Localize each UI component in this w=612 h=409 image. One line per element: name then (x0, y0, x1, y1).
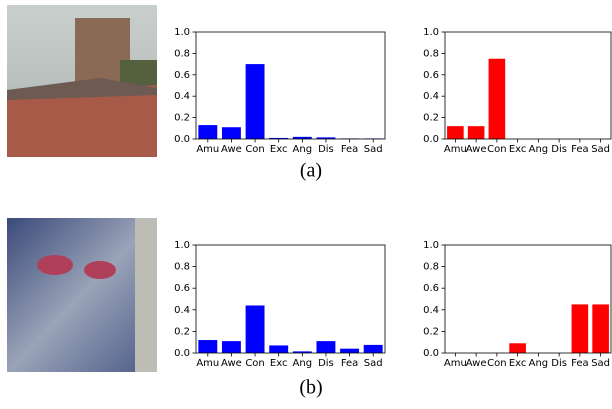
bar (571, 304, 589, 353)
y-tick-label: 0.8 (423, 262, 439, 273)
y-tick-label: 0.0 (174, 134, 190, 145)
bar (488, 58, 506, 139)
x-tick-label: Sad (364, 358, 383, 369)
y-tick-label: 0.4 (174, 91, 190, 102)
bar (316, 341, 336, 353)
x-tick-label: Dis (551, 144, 567, 155)
bar (340, 348, 360, 353)
y-tick-label: 0.0 (423, 348, 439, 359)
bar (245, 64, 265, 139)
x-tick-label: Amu (444, 358, 467, 369)
y-tick-label: 0.6 (174, 70, 190, 81)
y-tick-label: 0.0 (174, 348, 190, 359)
bar (198, 125, 218, 139)
y-tick-label: 1.0 (174, 27, 190, 38)
x-tick-label: Dis (551, 358, 567, 369)
caption: (b) (299, 377, 322, 399)
y-tick-label: 1.0 (174, 240, 190, 251)
x-tick-label: Sad (591, 144, 610, 155)
caption: (a) (300, 160, 322, 182)
photo-a (7, 5, 157, 157)
y-tick-label: 0.2 (174, 113, 190, 124)
bar (592, 304, 609, 353)
x-tick-label: Awe (466, 358, 487, 369)
x-tick-label: Awe (221, 144, 242, 155)
bar (269, 345, 289, 353)
bar (509, 343, 526, 353)
y-tick-label: 0.6 (174, 283, 190, 294)
bar (467, 126, 485, 139)
x-tick-label: Amu (196, 144, 219, 155)
x-tick-label: Ang (293, 144, 313, 155)
y-tick-label: 0.2 (174, 326, 190, 337)
y-tick-label: 0.4 (423, 305, 439, 316)
x-tick-label: Con (245, 144, 264, 155)
y-tick-label: 0.0 (423, 134, 439, 145)
y-tick-label: 0.6 (423, 70, 439, 81)
y-tick-label: 0.4 (423, 91, 439, 102)
axes-frame (195, 31, 386, 140)
y-tick-label: 1.0 (423, 27, 439, 38)
x-tick-label: Con (487, 358, 506, 369)
bar (221, 127, 241, 139)
x-tick-label: Dis (318, 358, 334, 369)
axes-frame (444, 244, 612, 354)
x-tick-label: Fea (571, 144, 589, 155)
x-tick-label: Fea (341, 144, 359, 155)
y-tick-label: 0.2 (423, 326, 439, 337)
axes-frame (195, 244, 386, 354)
bar (316, 137, 336, 139)
x-tick-label: Amu (196, 358, 219, 369)
y-tick-label: 1.0 (423, 240, 439, 251)
x-tick-label: Dis (318, 144, 334, 155)
y-tick-label: 0.2 (423, 113, 439, 124)
y-tick-label: 0.6 (423, 283, 439, 294)
x-tick-label: Exc (270, 144, 288, 155)
x-tick-label: Amu (444, 144, 467, 155)
x-tick-label: Sad (364, 144, 383, 155)
bar (269, 137, 289, 139)
bar (363, 344, 383, 353)
x-tick-label: Ang (293, 358, 313, 369)
bar (198, 340, 218, 353)
y-tick-label: 0.8 (423, 48, 439, 59)
bar (292, 136, 312, 139)
x-tick-label: Exc (270, 358, 288, 369)
x-tick-label: Con (487, 144, 506, 155)
x-tick-label: Awe (466, 144, 487, 155)
x-tick-label: Exc (509, 358, 527, 369)
x-tick-label: Ang (529, 144, 549, 155)
y-tick-label: 0.8 (174, 262, 190, 273)
axes-frame (444, 31, 612, 140)
x-tick-label: Exc (509, 144, 527, 155)
bar (447, 126, 464, 139)
bar (245, 305, 265, 353)
x-tick-label: Sad (591, 358, 610, 369)
x-tick-label: Fea (571, 358, 589, 369)
x-tick-label: Fea (341, 358, 359, 369)
photo-b (7, 218, 157, 372)
bar (221, 341, 241, 353)
bar (292, 351, 312, 353)
y-tick-label: 0.8 (174, 48, 190, 59)
x-tick-label: Ang (529, 358, 549, 369)
x-tick-label: Con (245, 358, 264, 369)
x-tick-label: Awe (221, 358, 242, 369)
y-tick-label: 0.4 (174, 305, 190, 316)
